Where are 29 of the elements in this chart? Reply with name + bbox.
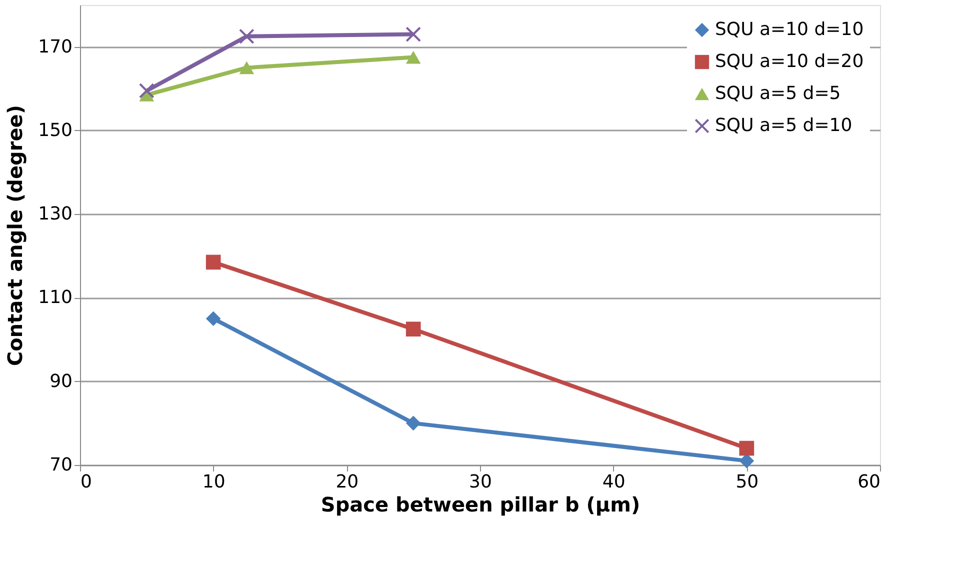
y-tick-label: 170 xyxy=(38,36,72,58)
point xyxy=(406,416,421,431)
y-tick-label: 130 xyxy=(38,204,72,225)
x-tick-label: 10 xyxy=(202,472,226,492)
y-tick-label: 150 xyxy=(38,120,72,141)
y-axis-title: Contact angle (degree) xyxy=(3,105,28,366)
x-axis-title: Space between pillar b (µm) xyxy=(320,492,640,516)
x-tick-label: 0 xyxy=(80,472,92,492)
x-tick-label: 30 xyxy=(469,472,492,492)
point xyxy=(239,61,254,74)
x-tick-label: 20 xyxy=(336,472,359,492)
point xyxy=(139,83,154,98)
y-tick-label: 90 xyxy=(50,370,72,392)
point xyxy=(406,322,421,337)
y-tick-label: 110 xyxy=(38,287,72,308)
legend-label: SQU a=10 d=20 xyxy=(715,51,864,72)
legend-label: SQU a=10 d=10 xyxy=(715,19,864,40)
x-tick-label: 50 xyxy=(736,472,759,492)
point xyxy=(206,311,221,326)
point xyxy=(406,26,421,42)
point xyxy=(739,440,754,456)
legend-label: SQU a=5 d=10 xyxy=(715,115,852,136)
point xyxy=(406,50,421,64)
y-tick-label: 70 xyxy=(50,454,72,476)
point xyxy=(206,254,221,270)
x-tick-label: 60 xyxy=(858,472,880,492)
x-tick-label: 40 xyxy=(602,472,626,492)
point xyxy=(239,28,254,44)
legend-label: SQU a=5 d=5 xyxy=(715,83,841,104)
